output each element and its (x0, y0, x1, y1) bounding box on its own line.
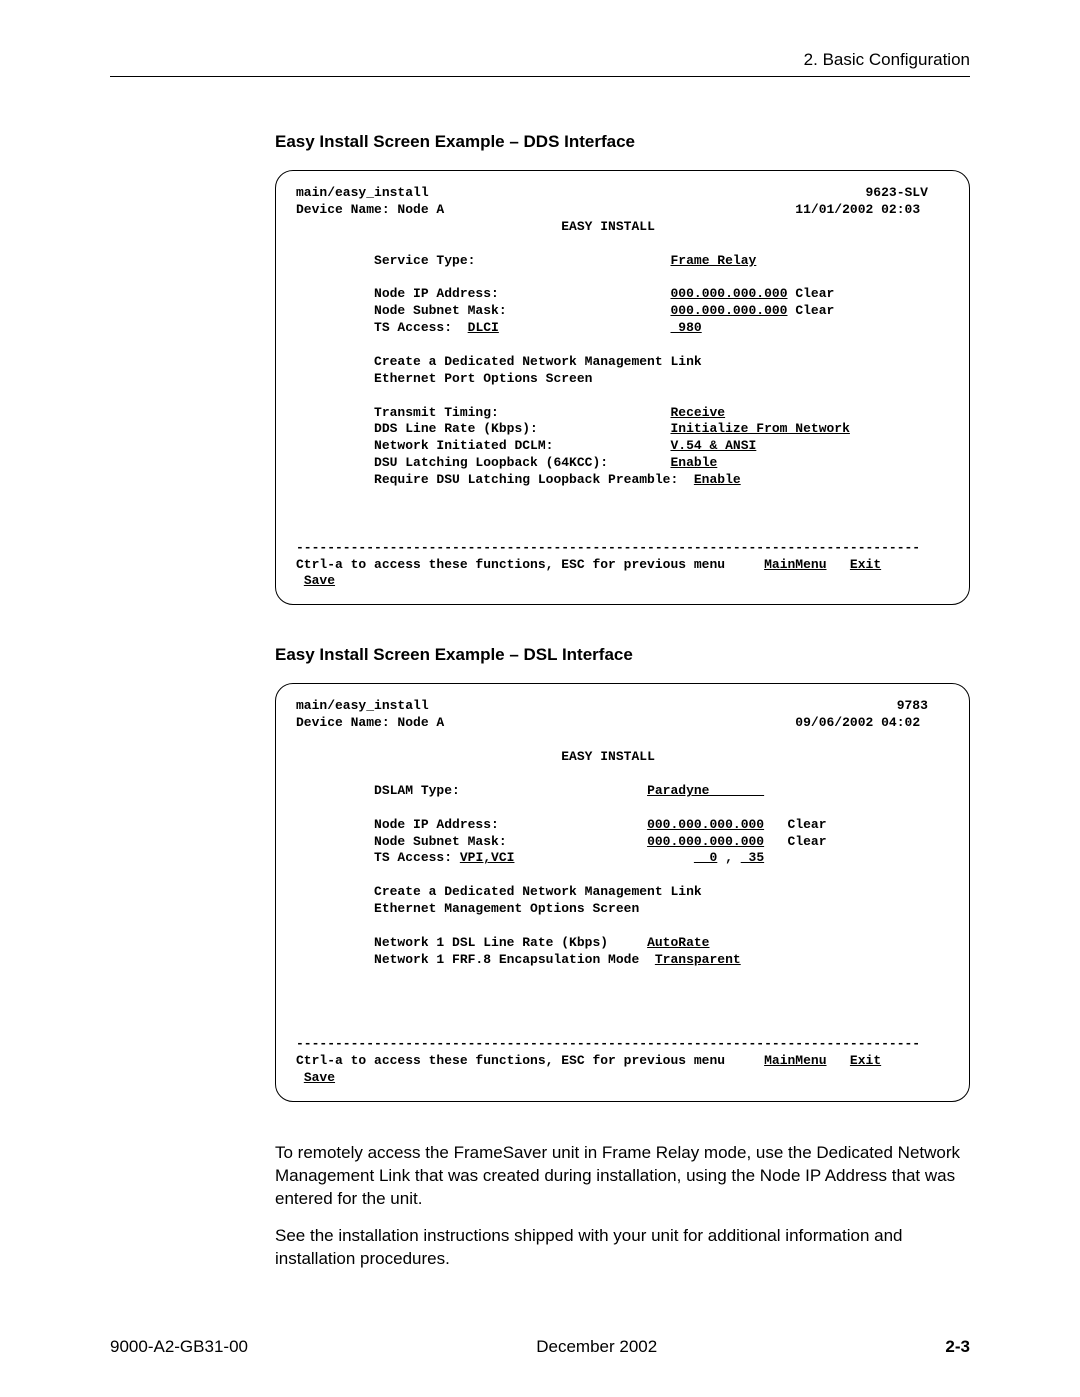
t1-mask-label: Node Subnet Mask: (374, 303, 507, 318)
t2-ip-label: Node IP Address: (374, 817, 499, 832)
footer-doc: 9000-A2-GB31-00 (110, 1337, 248, 1357)
t2-link2[interactable]: Ethernet Management Options Screen (374, 901, 639, 916)
t2-device: Device Name: Node A (296, 715, 444, 730)
t2-dslam-label: DSLAM Type: (374, 783, 460, 798)
t1-preamble-value[interactable]: Enable (694, 472, 741, 487)
t2-mask-label: Node Subnet Mask: (374, 834, 507, 849)
t1-link1[interactable]: Create a Dedicated Network Management Li… (374, 354, 702, 369)
t1-ts-mode[interactable]: DLCI (468, 320, 499, 335)
t1-dclm-label: Network Initiated DCLM: (374, 438, 553, 453)
t2-mask-value[interactable]: 000.000.000.000 (647, 834, 764, 849)
terminal-dds: main/easy_install 9623-SLV Device Name: … (275, 170, 970, 605)
t2-dslam-value[interactable]: Paradyne (647, 783, 764, 798)
t1-divider: ----------------------------------------… (296, 540, 920, 555)
t1-rate-label: DDS Line Rate (Kbps): (374, 421, 538, 436)
t2-ts-v2[interactable]: 35 (741, 850, 764, 865)
t2-save[interactable]: Save (304, 1070, 335, 1085)
chapter-label: 2. Basic Configuration (110, 50, 970, 70)
t2-ip-clear[interactable]: Clear (788, 817, 827, 832)
t2-encap-label: Network 1 FRF.8 Encapsulation Mode (374, 952, 639, 967)
t1-tt-value[interactable]: Receive (670, 405, 725, 420)
t1-model: 9623-SLV (866, 185, 928, 200)
t1-ip-clear[interactable]: Clear (795, 286, 834, 301)
t1-mainmenu[interactable]: MainMenu (764, 557, 826, 572)
t1-mask-clear[interactable]: Clear (795, 303, 834, 318)
t2-title: EASY INSTALL (561, 749, 655, 764)
t2-ip-value[interactable]: 000.000.000.000 (647, 817, 764, 832)
t2-rate-label: Network 1 DSL Line Rate (Kbps) (374, 935, 608, 950)
t1-ip-value[interactable]: 000.000.000.000 (670, 286, 787, 301)
t2-model: 9783 (897, 698, 928, 713)
t1-path: main/easy_install (296, 185, 429, 200)
t1-loop-label: DSU Latching Loopback (64KCC): (374, 455, 608, 470)
section-heading-dsl: Easy Install Screen Example – DSL Interf… (275, 645, 970, 665)
t2-ts-mode[interactable]: VPI,VCI (460, 850, 515, 865)
t1-ts-label: TS Access: (374, 320, 452, 335)
t1-exit[interactable]: Exit (850, 557, 881, 572)
t2-rate-value[interactable]: AutoRate (647, 935, 709, 950)
t1-help: Ctrl-a to access these functions, ESC fo… (296, 557, 725, 572)
section-heading-dds: Easy Install Screen Example – DDS Interf… (275, 132, 970, 152)
t2-mainmenu[interactable]: MainMenu (764, 1053, 826, 1068)
t1-save[interactable]: Save (304, 573, 335, 588)
t1-title: EASY INSTALL (561, 219, 655, 234)
t1-preamble-label: Require DSU Latching Loopback Preamble: (374, 472, 678, 487)
t2-divider: ----------------------------------------… (296, 1036, 920, 1051)
t2-ts-label: TS Access: (374, 850, 452, 865)
t2-link1[interactable]: Create a Dedicated Network Management Li… (374, 884, 702, 899)
footer-page: 2-3 (945, 1337, 970, 1357)
t1-dclm-value[interactable]: V.54 & ANSI (670, 438, 756, 453)
t1-ts-value[interactable]: 980 (671, 320, 702, 335)
t1-datetime: 11/01/2002 02:03 (795, 202, 920, 217)
footer-date: December 2002 (536, 1337, 657, 1357)
t2-mask-clear[interactable]: Clear (788, 834, 827, 849)
t1-ip-label: Node IP Address: (374, 286, 499, 301)
t2-datetime: 09/06/2002 04:02 (795, 715, 920, 730)
t1-link2[interactable]: Ethernet Port Options Screen (374, 371, 592, 386)
t2-ts-v1[interactable]: 0 (694, 850, 717, 865)
t1-service-label: Service Type: (374, 253, 475, 268)
paragraph-1: To remotely access the FrameSaver unit i… (275, 1142, 970, 1211)
page-footer: 9000-A2-GB31-00 December 2002 2-3 (110, 1337, 970, 1357)
t1-mask-value[interactable]: 000.000.000.000 (670, 303, 787, 318)
t2-exit[interactable]: Exit (850, 1053, 881, 1068)
t2-help: Ctrl-a to access these functions, ESC fo… (296, 1053, 725, 1068)
t2-path: main/easy_install (296, 698, 429, 713)
t1-loop-value[interactable]: Enable (670, 455, 717, 470)
t1-tt-label: Transmit Timing: (374, 405, 499, 420)
t2-encap-value[interactable]: Transparent (655, 952, 741, 967)
paragraph-2: See the installation instructions shippe… (275, 1225, 970, 1271)
header-rule (110, 76, 970, 77)
t1-rate-value[interactable]: Initialize From Network (670, 421, 849, 436)
terminal-dsl: main/easy_install 9783 Device Name: Node… (275, 683, 970, 1101)
t2-ts-sep: , (717, 850, 733, 865)
t1-service-value[interactable]: Frame Relay (670, 253, 756, 268)
t1-device: Device Name: Node A (296, 202, 444, 217)
